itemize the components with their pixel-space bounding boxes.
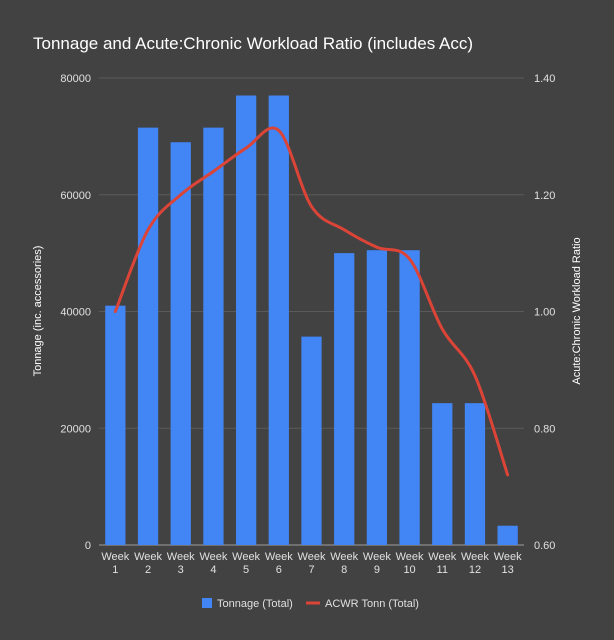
bar (366, 250, 388, 546)
right-tick-label: 1.40 (534, 73, 555, 85)
right-axis-ticks: 0.60 0.80 1.00 1.20 1.40 (534, 73, 555, 552)
x-tick-label: Week 5 (232, 551, 260, 576)
left-axis-ticks: 0 20000 40000 60000 80000 (60, 73, 91, 552)
x-tick-label: Week 1 (101, 551, 129, 576)
acwr-line (113, 126, 510, 477)
bar (203, 127, 224, 546)
legend-label-acwr: ACWR Tonn (Total) (325, 598, 419, 610)
legend-swatch-tonnage (202, 598, 212, 608)
x-tick-label: Week 10 (396, 551, 424, 576)
bar (334, 253, 355, 545)
x-tick-label: Week 12 (461, 551, 489, 576)
right-tick-label: 1.00 (534, 307, 555, 319)
bar (105, 305, 126, 545)
legend-label-tonnage: Tonnage (Total) (217, 598, 293, 610)
bar (464, 403, 486, 545)
x-tick-label: Week 6 (265, 551, 293, 576)
bar (497, 525, 518, 545)
y-axis-label-left: Tonnage (inc. accessories) (32, 246, 44, 377)
x-tick-label: Week 3 (167, 551, 195, 576)
right-tick-label: 1.20 (534, 190, 555, 202)
x-tick-label: Week 2 (134, 551, 162, 576)
right-tick-label: 0.80 (534, 423, 555, 435)
bar (235, 95, 257, 545)
bar (432, 403, 453, 545)
right-tick-label: 0.60 (534, 540, 555, 552)
y-axis-label-right: Acute:Chronic Workload Ratio (571, 237, 583, 384)
x-tick-label: Week 7 (298, 551, 326, 576)
left-tick-label: 60000 (60, 190, 91, 202)
left-tick-label: 40000 (60, 307, 91, 319)
gridlines (99, 77, 524, 546)
bar-series (105, 95, 518, 546)
bar (301, 336, 322, 545)
x-tick-label: Week 9 (363, 551, 391, 576)
left-tick-label: 20000 (60, 423, 91, 435)
line-series (113, 126, 510, 477)
x-tick-label: Week 11 (428, 551, 456, 576)
left-tick-label: 80000 (60, 73, 91, 85)
bar (137, 127, 159, 546)
bar (268, 95, 289, 545)
bar (170, 142, 191, 545)
x-tick-label: Week 13 (494, 551, 522, 576)
legend: Tonnage (Total) ACWR Tonn (Total) (202, 598, 419, 610)
chart-title: Tonnage and Acute:Chronic Workload Ratio… (33, 34, 473, 53)
x-tick-label: Week 8 (330, 551, 358, 576)
x-tick-label: Week 4 (199, 551, 227, 576)
left-tick-label: 0 (85, 540, 91, 552)
bar (399, 250, 420, 546)
